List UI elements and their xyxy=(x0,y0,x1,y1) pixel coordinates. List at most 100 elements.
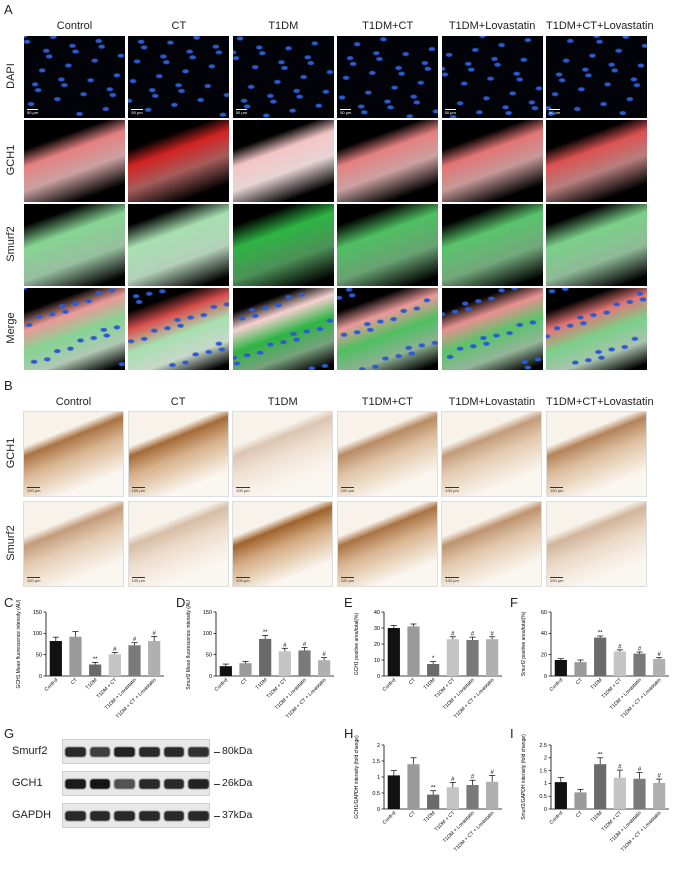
y-axis-label: Smurf2 positive area/total(%) xyxy=(521,611,527,676)
blot-band xyxy=(139,747,160,757)
significance-mark: * xyxy=(432,656,435,662)
panel-label-e: E xyxy=(344,595,353,610)
bar-t1dm-ct-lovastatin xyxy=(318,660,331,676)
y-tick-label: 100 xyxy=(203,631,212,637)
x-tick-label: T1DM xyxy=(590,677,604,691)
blot-band xyxy=(188,779,209,789)
panel-a-col-label-t1dm-lovastatin: T1DM+Lovastatin xyxy=(448,20,536,32)
ihc-image-smurf2-t1dm: 100 μm xyxy=(232,501,334,587)
blot-label-gch1: GCH1 xyxy=(12,777,43,789)
blot-band xyxy=(114,811,135,821)
bar-t1dm-lovastatin xyxy=(466,785,479,809)
blot-band xyxy=(89,811,111,821)
y-tick-label: 0 xyxy=(39,674,42,680)
x-tick-label: CT xyxy=(575,810,584,819)
x-tick-label: T1DM + CT + Lovastatin xyxy=(620,677,663,720)
significance-mark: # xyxy=(113,647,117,653)
blot-band xyxy=(65,811,86,821)
y-axis-label: Smurf2/GAPDH intensity (fold change) xyxy=(521,734,527,820)
panel-b-col-label-t1dm-ct-lovastatin: T1DM+CT+Lovastatin xyxy=(546,396,654,408)
panel-a-col-label-control: Control xyxy=(56,20,93,32)
fluor-image-gch1-t1dm xyxy=(232,120,334,202)
significance-mark: # xyxy=(490,770,494,776)
ihc-image-smurf2-t1dm-lovastatin: 100 μm xyxy=(441,501,543,587)
x-tick-label: T1DM + CT + Lovastatin xyxy=(453,677,496,720)
bar-t1dm-ct-lovastatin xyxy=(486,781,499,809)
scale-bar: 100 μm xyxy=(131,487,146,493)
significance-mark: # xyxy=(451,631,455,637)
panel-b-row-label-gch1: GCH1 xyxy=(5,437,17,469)
x-tick-label: T1DM xyxy=(423,677,437,691)
x-tick-label: Control xyxy=(549,677,565,693)
scale-bar: 50 μm xyxy=(131,109,143,115)
x-tick-label: Control xyxy=(382,810,398,826)
bar-control xyxy=(387,775,400,809)
scale-bar: 100 μm xyxy=(340,577,355,583)
significance-mark: # xyxy=(451,777,455,783)
panel-label-h: H xyxy=(344,726,354,741)
significance-mark: # xyxy=(471,632,475,638)
x-tick-label: CT xyxy=(240,677,249,686)
y-axis-label: GCH1/GAPDH intensity (fold change) xyxy=(354,735,360,819)
fluor-image-smurf2-t1dm-lovastatin xyxy=(441,204,543,286)
y-tick-label: 60 xyxy=(541,610,547,616)
panel-label-g: G xyxy=(4,726,15,741)
blot-band xyxy=(163,811,185,821)
ihc-image-smurf2-ct: 100 μm xyxy=(127,501,229,587)
x-tick-label: CT xyxy=(408,810,417,819)
blot-band xyxy=(188,747,209,757)
bar-t1dm-ct xyxy=(446,639,459,676)
scale-bar: 100 μm xyxy=(445,487,459,493)
x-tick-label: CT xyxy=(408,677,417,686)
y-tick-label: 50 xyxy=(206,652,212,658)
y-tick-label: 1 xyxy=(377,775,380,781)
fluor-image-merge-ct xyxy=(128,288,230,370)
blot-band xyxy=(139,811,160,821)
blot-size-tick xyxy=(214,815,220,817)
y-tick-label: 0 xyxy=(544,674,547,680)
bar-t1dm-lovastatin xyxy=(633,653,646,676)
panel-a-row-label-dapi: DAPI xyxy=(5,63,17,89)
y-tick-label: 1.5 xyxy=(539,768,547,774)
chart-i-smurf2-gapdh: Smurf2/GAPDH intensity (fold change) 0 0.5… xyxy=(521,734,669,853)
scale-bar: 100 μm xyxy=(550,577,564,583)
scale-bar: 100 μm xyxy=(445,577,459,583)
panel-b-col-label-ct: CT xyxy=(170,396,186,408)
blot-size-tick xyxy=(214,783,220,785)
chart-d-smurf2-fluorescence: Smurf2 Mean fluorescence intensity (AU) 0… xyxy=(186,600,334,720)
y-tick-label: 1 xyxy=(544,781,547,787)
panel-a-row-label-gch1: GCH1 xyxy=(5,144,17,176)
ihc-image-gch1-t1dm: 100 μm xyxy=(232,411,334,497)
blot-strip-smurf2 xyxy=(62,739,210,764)
significance-mark: # xyxy=(657,652,661,658)
bar-t1dm xyxy=(259,638,272,676)
panel-a-row-label-smurf2: Smurf2 xyxy=(5,226,17,262)
chart-h-gch1-gapdh: GCH1/GAPDH intensity (fold change) 0 0.5 1 1… xyxy=(354,735,502,853)
fluor-image-smurf2-t1dm-ct-lovastatin xyxy=(546,204,647,286)
fluor-image-gch1-control xyxy=(24,120,125,202)
fluor-image-dapi-ct: 50 μm xyxy=(128,36,230,118)
panel-b-col-label-control: Control xyxy=(55,396,92,408)
chart-c-gch1-fluorescence: GCH1 Mean fluorescence intensity (AU) 0 50… xyxy=(16,600,164,720)
blot-size-tick xyxy=(214,751,220,753)
x-tick-label: Control xyxy=(214,677,230,693)
fluor-image-merge-control xyxy=(24,288,125,370)
scale-bar: 100 μm xyxy=(27,487,41,493)
panel-b-row-label-smurf2: Smurf2 xyxy=(5,525,17,561)
fluor-image-gch1-ct xyxy=(128,120,230,202)
blot-band xyxy=(163,747,185,757)
bar-t1dm-lovastatin xyxy=(466,640,479,676)
fluor-image-merge-t1dm-lovastatin xyxy=(441,288,543,370)
panel-label-a: A xyxy=(4,2,13,17)
bar-ct xyxy=(407,626,420,676)
x-tick-label: T1DM + CT + Lovastatin xyxy=(115,677,158,720)
scale-bar: 50 μm xyxy=(235,109,247,115)
fluor-image-dapi-t1dm-lovastatin: 50 μm xyxy=(441,36,543,118)
bar-t1dm-ct xyxy=(613,777,626,809)
significance-mark: # xyxy=(152,631,156,637)
panel-label-f: F xyxy=(510,595,518,610)
panel-label-i: I xyxy=(510,726,514,741)
blot-strip-gapdh xyxy=(62,803,210,828)
y-tick-label: 40 xyxy=(541,631,547,637)
y-tick-label: 1.5 xyxy=(372,759,380,765)
